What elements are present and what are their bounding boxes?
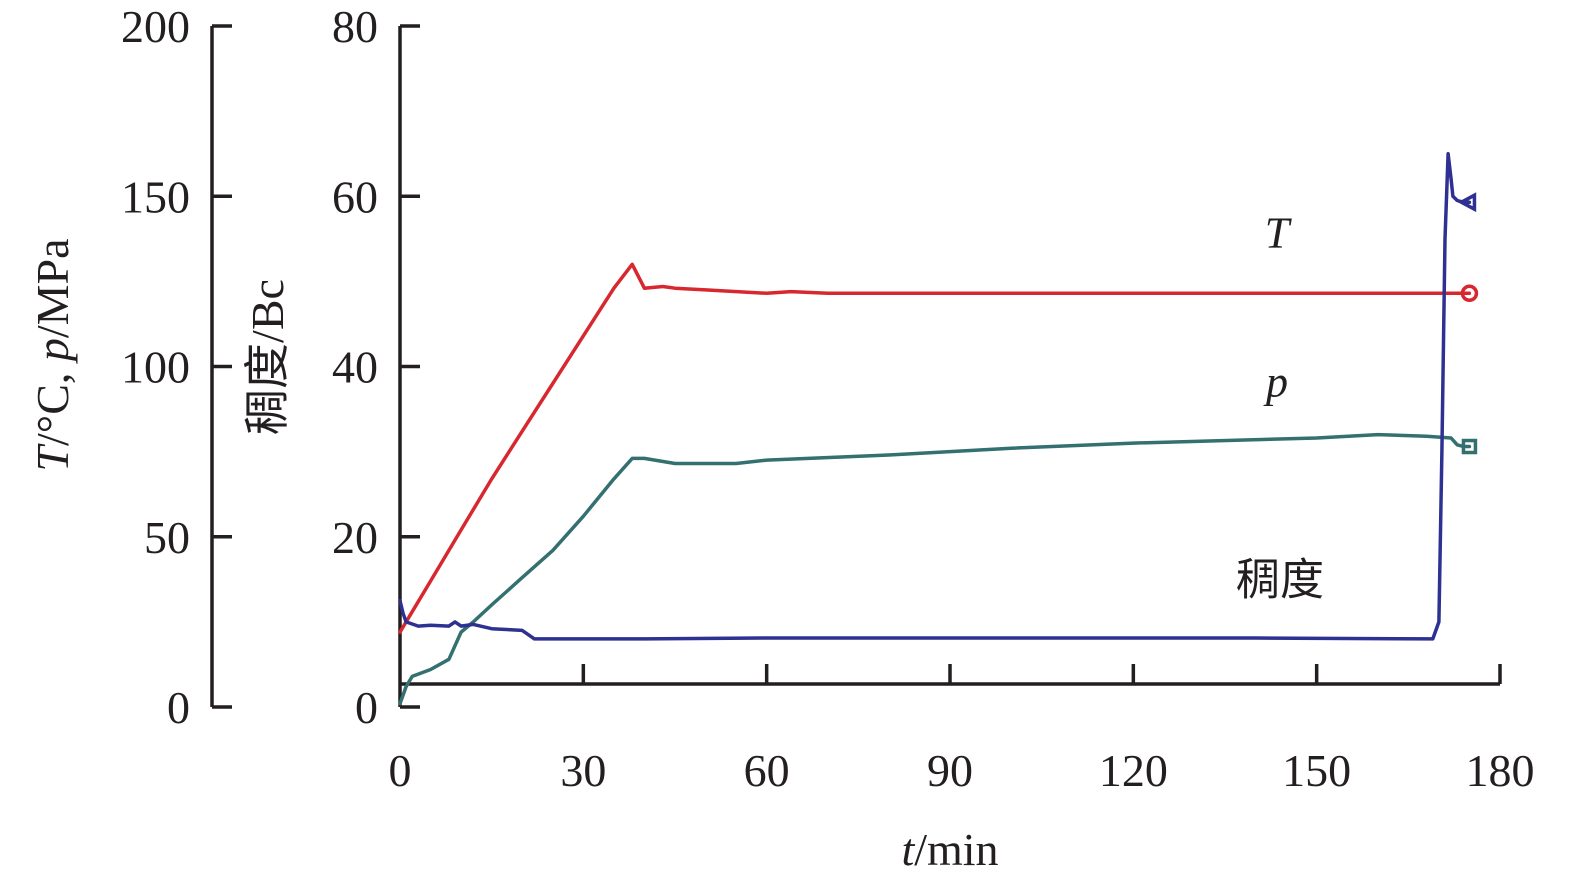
annotation-layer: Tp 稠度 bbox=[1236, 208, 1324, 604]
x-tick-label: 180 bbox=[1466, 745, 1535, 796]
series-marker-consistency bbox=[1457, 192, 1477, 213]
x-axis-title: t/min bbox=[901, 824, 998, 875]
right-axis: 0 20 40 60 80 稠度/Bc bbox=[242, 1, 420, 733]
left-axis: 0 50 100 150 200 T/°C, p/MPa bbox=[27, 1, 232, 733]
right-tick-label: 0 bbox=[355, 682, 378, 733]
series-annotation: T bbox=[1265, 208, 1293, 257]
series-line-p bbox=[398, 432, 1472, 706]
x-tick-label: 30 bbox=[560, 745, 606, 796]
series-layer bbox=[398, 151, 1479, 706]
left-tick-label: 50 bbox=[144, 512, 190, 563]
right-tick-label: 20 bbox=[332, 512, 378, 563]
right-tick-label: 60 bbox=[332, 171, 378, 222]
right-axis-title: 稠度/Bc bbox=[242, 279, 293, 435]
x-tick-label: 90 bbox=[927, 745, 973, 796]
series-annotation: p bbox=[1263, 357, 1288, 406]
x-tick-label: 60 bbox=[744, 745, 790, 796]
left-axis-title: T/°C, p/MPa bbox=[27, 238, 78, 471]
x-tick-label: 120 bbox=[1099, 745, 1168, 796]
left-axis-ticks: 0 50 100 150 200 bbox=[121, 1, 232, 733]
series-line-consistency bbox=[398, 151, 1472, 641]
x-axis: 0 30 60 90 120 150 180 t/min bbox=[389, 664, 1535, 875]
left-tick-label: 100 bbox=[121, 342, 190, 393]
series-marker-t bbox=[1460, 284, 1479, 303]
right-axis-ticks: 0 20 40 60 80 bbox=[332, 1, 420, 733]
left-tick-label: 0 bbox=[167, 682, 190, 733]
series-annotation: 稠度 bbox=[1236, 556, 1324, 605]
right-tick-label: 40 bbox=[332, 342, 378, 393]
x-tick-label: 0 bbox=[389, 745, 412, 796]
x-tick-label: 150 bbox=[1282, 745, 1351, 796]
left-tick-label: 200 bbox=[121, 1, 190, 52]
x-axis-ticks: 0 30 60 90 120 150 180 bbox=[389, 664, 1535, 796]
series-line-t bbox=[398, 262, 1472, 634]
right-tick-label: 80 bbox=[332, 1, 378, 52]
left-tick-label: 150 bbox=[121, 171, 190, 222]
series-marker-p bbox=[1461, 438, 1478, 455]
